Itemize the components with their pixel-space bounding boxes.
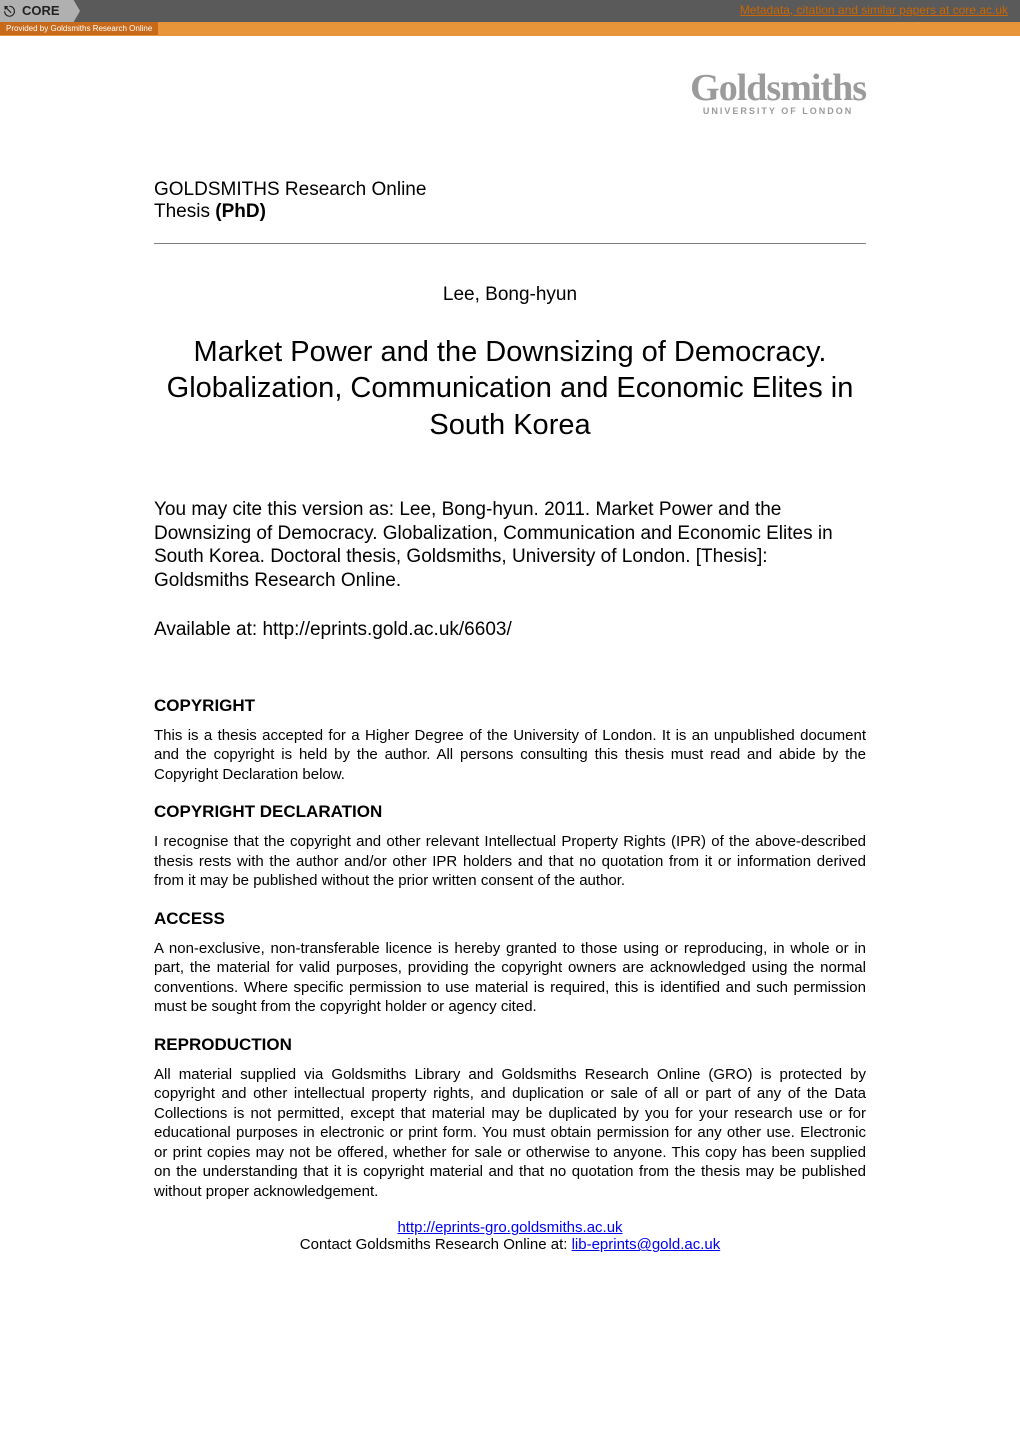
core-label: CORE [22,3,60,18]
header-line2: Thesis (PhD) [154,201,866,223]
goldsmiths-logo: Goldsmiths UNIVERSITY OF LONDON [690,66,866,116]
logo-container: Goldsmiths UNIVERSITY OF LONDON [154,66,866,119]
author-name: Lee, Bong-hyun [154,284,866,306]
footer-links: http://eprints-gro.goldsmiths.ac.uk Cont… [154,1219,866,1253]
metadata-link[interactable]: Metadata, citation and similar papers at… [740,3,1008,17]
access-body: A non-exclusive, non-transferable licenc… [154,939,866,1017]
available-at: Available at: http://eprints.gold.ac.uk/… [154,619,866,641]
citation-text: You may cite this version as: Lee, Bong-… [154,498,866,593]
access-heading: ACCESS [154,909,866,929]
logo-sub-text: UNIVERSITY OF LONDON [690,106,866,116]
divider [154,243,866,244]
declaration-heading: COPYRIGHT DECLARATION [154,802,866,822]
reproduction-body: All material supplied via Goldsmiths Lib… [154,1065,866,1202]
content-area: Goldsmiths UNIVERSITY OF LONDON GOLDSMIT… [0,36,1020,1273]
thesis-type: (PhD) [215,201,266,222]
thesis-prefix: Thesis [154,201,215,222]
main-title: Market Power and the Downsizing of Democ… [154,334,866,443]
copyright-heading: COPYRIGHT [154,696,866,716]
contact-prefix: Contact Goldsmiths Research Online at: [300,1236,572,1253]
header-line1: GOLDSMITHS Research Online [154,179,866,201]
logo-main-text: Goldsmiths [690,66,866,110]
repo-url-link[interactable]: http://eprints-gro.goldsmiths.ac.uk [397,1219,622,1236]
available-prefix: Available at: [154,619,262,640]
core-badge[interactable]: ⎋ CORE [0,0,80,22]
contact-email-link[interactable]: lib-eprints@gold.ac.uk [572,1236,721,1253]
core-icon: ⎋ [4,2,15,20]
available-url: http://eprints.gold.ac.uk/6603/ [262,619,511,640]
top-banner: ⎋ CORE Metadata, citation and similar pa… [0,0,1020,22]
declaration-body: I recognise that the copyright and other… [154,832,866,891]
reproduction-heading: REPRODUCTION [154,1035,866,1055]
copyright-body: This is a thesis accepted for a Higher D… [154,726,866,785]
provided-by-strip: Provided by Goldsmiths Research Online [0,22,158,35]
